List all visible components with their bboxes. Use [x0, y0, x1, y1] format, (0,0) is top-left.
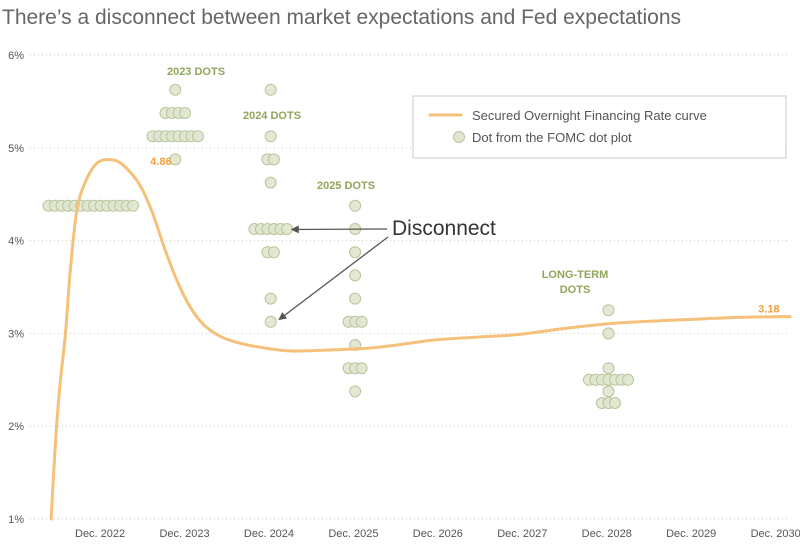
legend-dot-swatch — [454, 132, 465, 143]
fomc-dot — [350, 386, 361, 397]
fomc-dot — [603, 386, 614, 397]
x-tick-label: Dec. 2022 — [75, 528, 125, 540]
y-tick-label: 6% — [8, 50, 24, 62]
x-tick-label: Dec. 2026 — [413, 528, 463, 540]
dot-group-label: 2024 DOTS — [243, 110, 301, 122]
legend: Secured Overnight Financing Rate curve Do… — [413, 96, 786, 158]
value-label: 4.86 — [150, 156, 171, 168]
x-tick-label: Dec. 2023 — [159, 528, 209, 540]
fomc-dot — [350, 293, 361, 304]
fomc-dot — [603, 305, 614, 316]
legend-box — [413, 96, 786, 158]
dot-group-label: 2025 DOTS — [317, 180, 375, 192]
fomc-dot — [609, 398, 620, 409]
x-tick-label: Dec. 2025 — [328, 528, 378, 540]
disconnect-label: Disconnect — [392, 217, 496, 240]
x-axis-ticks: Dec. 2022 Dec. 2023 Dec. 2024 Dec. 2025 Dec.… — [75, 528, 800, 540]
legend-label-dot: Dot from the FOMC dot plot — [472, 130, 632, 145]
x-tick-label: Dec. 2030 — [751, 528, 800, 540]
disconnect-annotation: Disconnect — [279, 217, 496, 319]
sofr-curve-line — [51, 159, 790, 519]
fomc-dot — [265, 84, 276, 95]
fomc-dot — [265, 177, 276, 188]
fomc-dot — [350, 247, 361, 258]
fomc-dot — [179, 108, 190, 119]
fomc-dot — [268, 154, 279, 165]
fomc-dot — [622, 374, 633, 385]
fomc-dot — [192, 131, 203, 142]
y-tick-label: 4% — [8, 236, 24, 248]
fomc-dot — [350, 270, 361, 281]
fomc-dot — [265, 293, 276, 304]
x-tick-label: Dec. 2027 — [497, 528, 547, 540]
y-tick-label: 2% — [8, 421, 24, 433]
fomc-dot — [265, 316, 276, 327]
fomc-dot — [356, 316, 367, 327]
y-tick-label: 1% — [8, 514, 24, 526]
fomc-dot — [350, 200, 361, 211]
dot-group-label: LONG-TERM DOTS — [542, 269, 609, 296]
sofr-curve-layer — [51, 159, 790, 519]
fomc-dot — [265, 131, 276, 142]
x-tick-label: Dec. 2024 — [244, 528, 294, 540]
value-label: 3.18 — [758, 303, 779, 315]
fomc-dot — [281, 224, 292, 235]
y-axis-ticks: 1% 2% 3% 4% 5% 6% — [8, 50, 24, 526]
chart: 1% 2% 3% 4% 5% 6% Dec. 2022 Dec. 2023 Dec. 2024… — [0, 0, 800, 551]
fomc-dot — [356, 363, 367, 374]
x-tick-label: Dec. 2029 — [666, 528, 716, 540]
fomc-dot — [128, 200, 139, 211]
fomc-dot — [603, 328, 614, 339]
y-tick-label: 5% — [8, 143, 24, 155]
disconnect-arrow — [279, 237, 388, 319]
y-tick-label: 3% — [8, 328, 24, 340]
fomc-dot — [170, 84, 181, 95]
fomc-dot — [603, 363, 614, 374]
fomc-dot — [268, 247, 279, 258]
x-tick-label: Dec. 2028 — [582, 528, 632, 540]
legend-label-curve: Secured Overnight Financing Rate curve — [472, 108, 707, 123]
dot-group-label: 2023 DOTS — [167, 66, 225, 78]
